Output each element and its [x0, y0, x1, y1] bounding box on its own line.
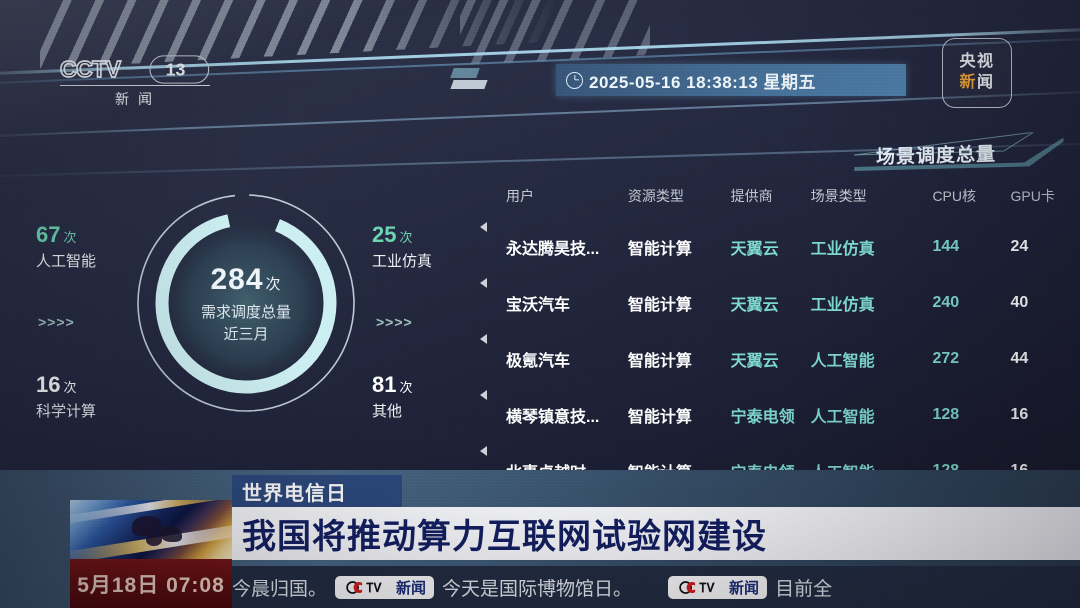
- svg-text:13: 13: [166, 60, 186, 80]
- svg-text:CCTV: CCTV: [60, 56, 122, 82]
